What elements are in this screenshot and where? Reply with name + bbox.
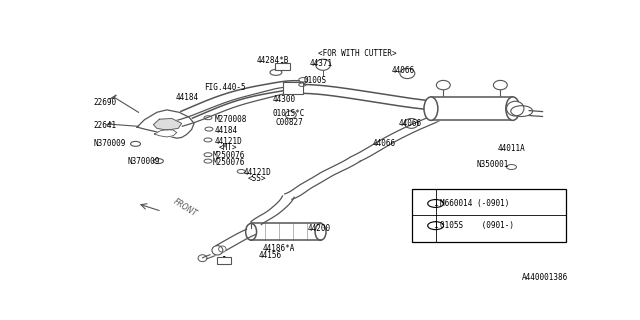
- Text: 22641: 22641: [94, 121, 117, 130]
- Text: 44156: 44156: [259, 251, 282, 260]
- Text: 44184: 44184: [215, 126, 238, 135]
- Text: 44184: 44184: [175, 93, 198, 102]
- Text: 44011A: 44011A: [498, 144, 525, 153]
- Text: 44121D: 44121D: [244, 168, 271, 177]
- Polygon shape: [154, 118, 182, 130]
- Text: 44066: 44066: [392, 66, 415, 75]
- Text: A440001386: A440001386: [522, 273, 568, 283]
- Text: <SS>: <SS>: [248, 174, 266, 183]
- Ellipse shape: [507, 101, 524, 116]
- Text: M660014 (-0901): M660014 (-0901): [440, 199, 509, 208]
- Text: 0105S    (0901-): 0105S (0901-): [440, 221, 514, 230]
- Ellipse shape: [424, 97, 438, 120]
- Text: 44066: 44066: [399, 119, 422, 128]
- Text: N370009: N370009: [94, 139, 126, 148]
- Text: 0100S: 0100S: [303, 76, 326, 85]
- Bar: [275, 62, 290, 70]
- Text: N350001: N350001: [477, 160, 509, 169]
- Polygon shape: [154, 130, 177, 137]
- Text: 22690: 22690: [94, 98, 117, 107]
- Text: C00827: C00827: [275, 118, 303, 127]
- Text: 0101S*C: 0101S*C: [273, 109, 305, 118]
- Text: 44121D: 44121D: [215, 137, 243, 146]
- Bar: [217, 258, 231, 264]
- Text: M270008: M270008: [215, 115, 247, 124]
- Bar: [284, 82, 303, 94]
- Text: 1: 1: [433, 199, 438, 208]
- Text: <MT>: <MT>: [219, 143, 237, 152]
- Text: 44066: 44066: [372, 139, 396, 148]
- Text: A: A: [279, 62, 285, 71]
- Text: A: A: [221, 256, 227, 265]
- Text: 44371: 44371: [309, 59, 332, 68]
- Ellipse shape: [316, 59, 330, 70]
- Text: 44284*B: 44284*B: [257, 56, 289, 65]
- Text: <FOR WITH CUTTER>: <FOR WITH CUTTER>: [319, 49, 397, 58]
- Polygon shape: [431, 97, 513, 120]
- Text: FRONT: FRONT: [172, 197, 198, 219]
- Polygon shape: [137, 110, 194, 138]
- Bar: [412, 189, 566, 242]
- Text: M250076: M250076: [213, 151, 245, 160]
- Text: 44300: 44300: [273, 95, 296, 104]
- Text: 1: 1: [433, 221, 438, 230]
- Text: N370009: N370009: [127, 157, 159, 166]
- Text: 44186*A: 44186*A: [262, 244, 295, 253]
- Text: M250076: M250076: [213, 157, 245, 167]
- Ellipse shape: [506, 97, 520, 120]
- Text: 44200: 44200: [307, 224, 330, 233]
- Text: FIG.440-5: FIG.440-5: [204, 83, 246, 92]
